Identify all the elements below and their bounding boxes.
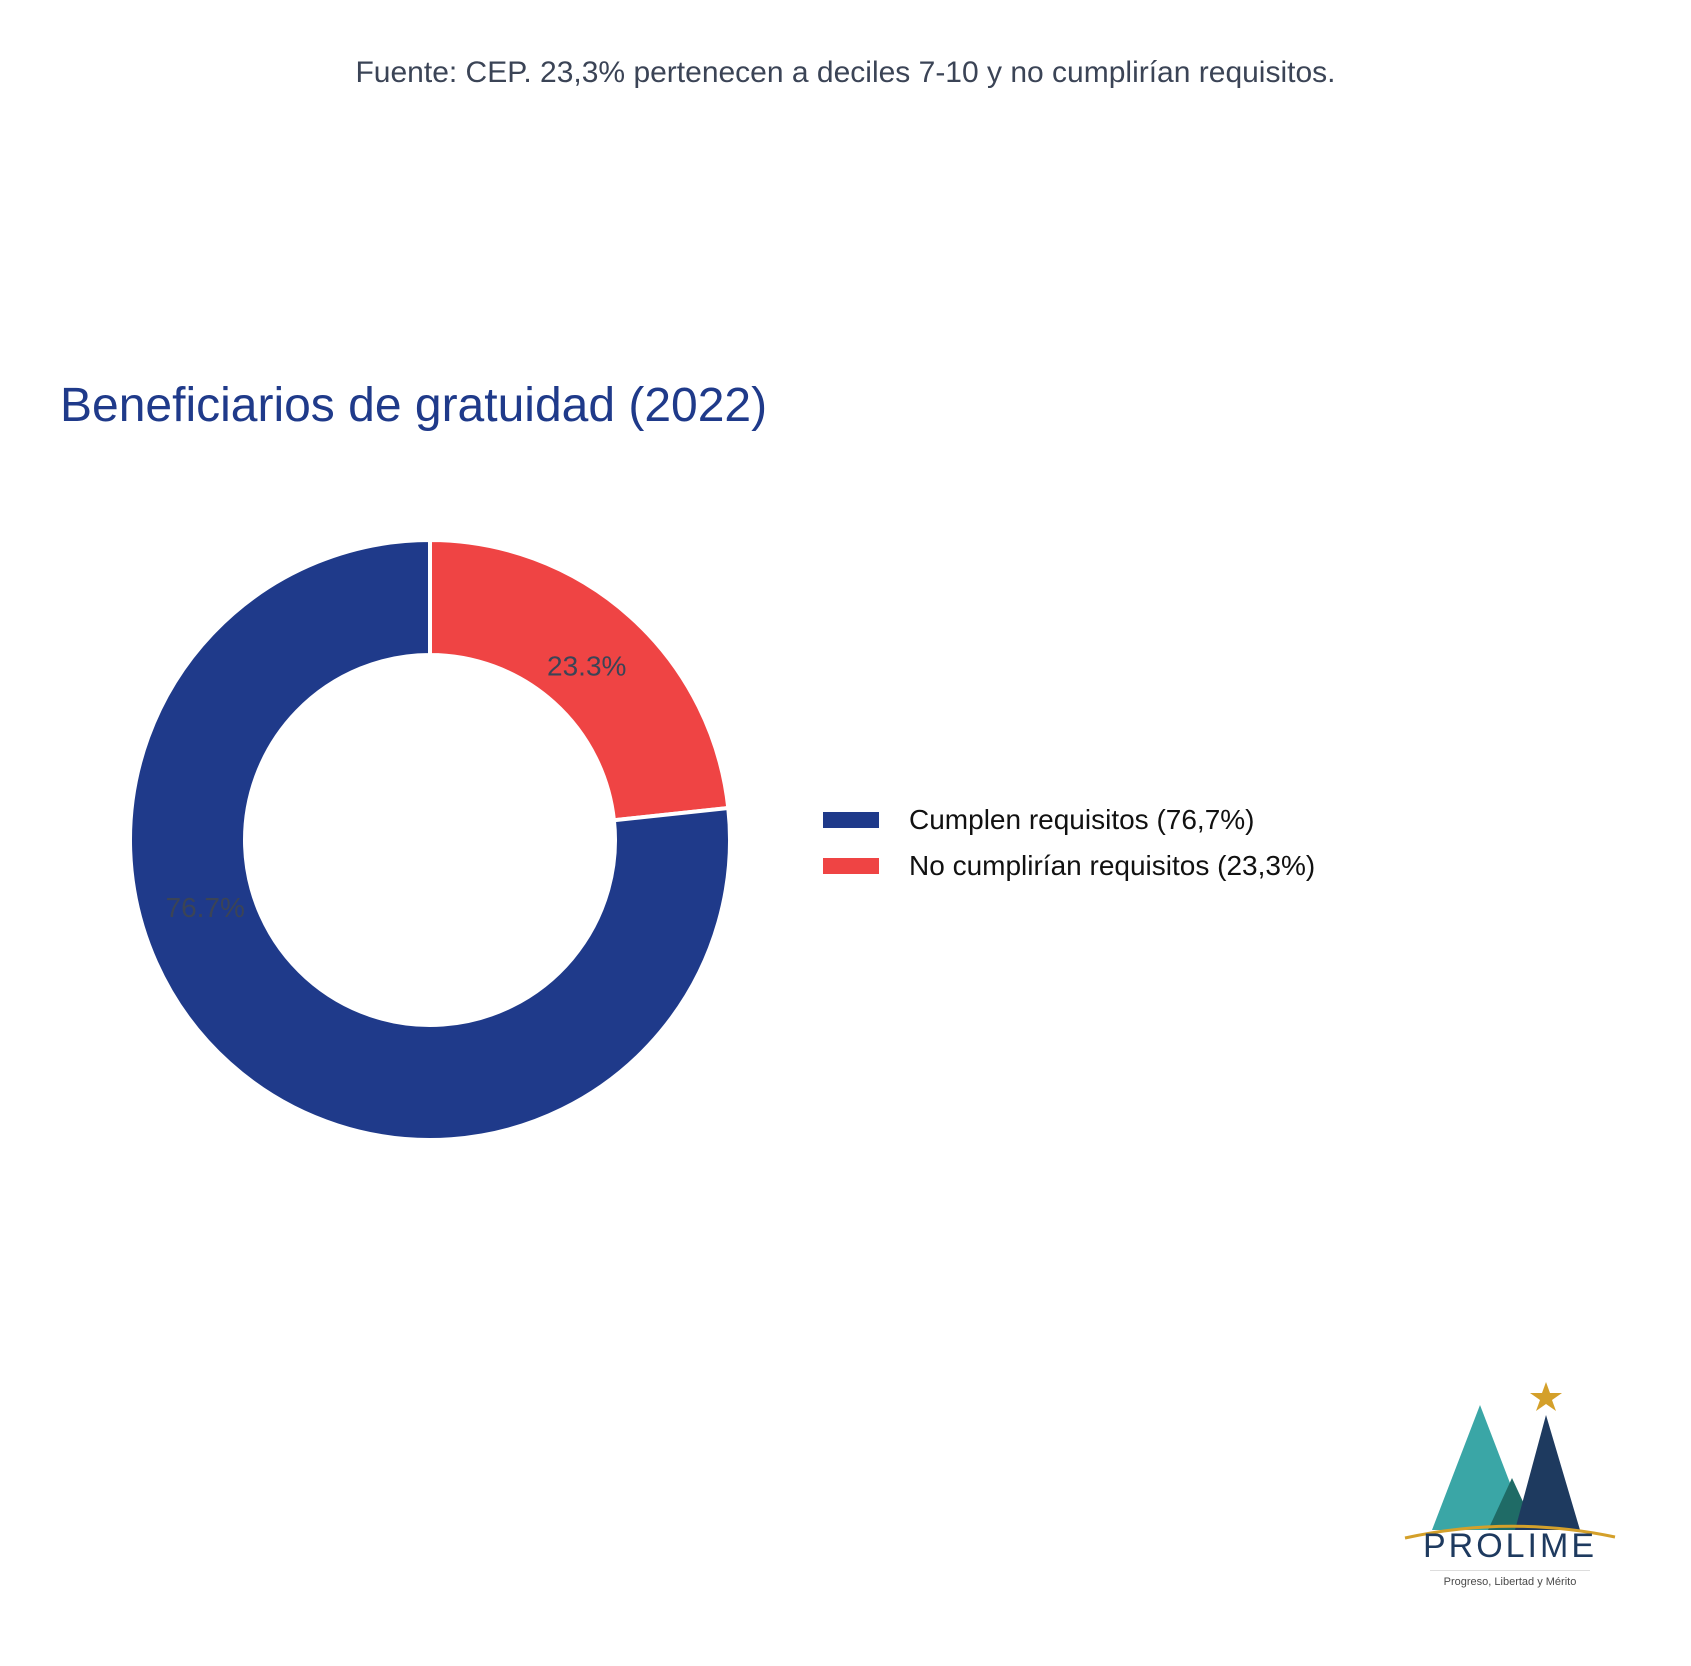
- logo-divider: [1430, 1570, 1590, 1571]
- logo-star: [1530, 1382, 1562, 1411]
- data-label-no-cumplirian: 23.3%: [547, 651, 626, 682]
- legend-item-no-cumplirian: No cumplirían requisitos (23,3%): [823, 843, 1315, 889]
- chart-title: Beneficiarios de gratuidad (2022): [60, 379, 768, 432]
- chart-legend: Cumplen requisitos (76,7%) No cumplirían…: [823, 797, 1315, 889]
- donut-slice-cumplen: [130, 540, 730, 1140]
- prolime-logo-icon: [1404, 1382, 1616, 1540]
- donut-chart: 23.3% 76.7%: [130, 540, 730, 1140]
- logo-arc: [1404, 1524, 1616, 1540]
- data-label-cumplen: 76.7%: [166, 892, 245, 923]
- legend-label-cumplen: Cumplen requisitos (76,7%): [909, 804, 1255, 835]
- legend-item-cumplen: Cumplen requisitos (76,7%): [823, 797, 1315, 843]
- legend-swatch-cumplen: [823, 812, 879, 828]
- donut-slice-no-cumplirian: [428, 540, 730, 823]
- legend-label-no-cumplirian: No cumplirían requisitos (23,3%): [909, 850, 1316, 881]
- logo-tagline: Progreso, Libertad y Mérito: [1443, 1576, 1577, 1588]
- legend-swatch-no-cumplirian: [823, 858, 879, 874]
- logo-name: PROLIME: [1422, 1527, 1598, 1565]
- logo-mountain-navy: [1515, 1415, 1580, 1530]
- chart-note: Fuente: CEP. 23,3% pertenecen a deciles …: [355, 56, 1336, 89]
